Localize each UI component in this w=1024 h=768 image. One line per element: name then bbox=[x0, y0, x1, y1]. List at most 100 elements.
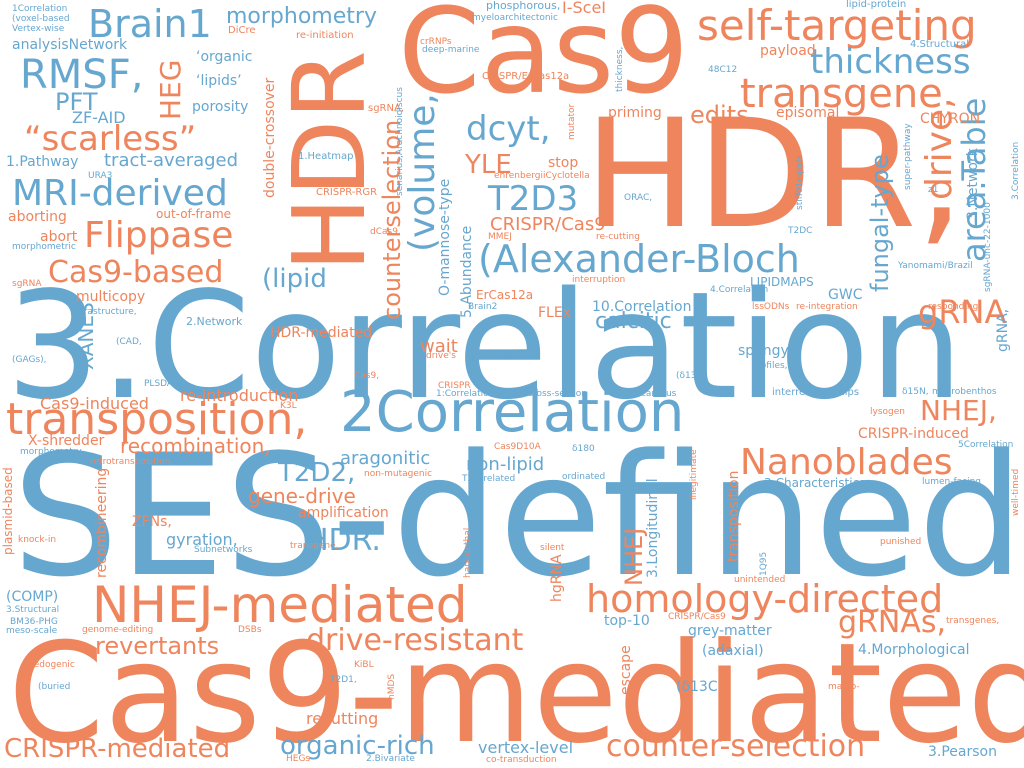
word-ehrenbergiicyclotella: ehrenbergiiCyclotella bbox=[494, 171, 590, 181]
word-4-structural: 4.Structural bbox=[910, 39, 970, 50]
word-crispr-cas9: CRISPR/Cas9 bbox=[490, 214, 606, 235]
word-non-mutagenic: non-mutagenic bbox=[364, 469, 433, 479]
word-1q95: 1Q95 bbox=[759, 551, 769, 576]
word-macrobenthos: macrobenthos bbox=[932, 387, 997, 397]
word-organic-quote: ‘organic bbox=[196, 49, 253, 65]
word-edits: edits bbox=[690, 101, 749, 129]
word-sgrna-comma: sgRNA, bbox=[368, 103, 405, 114]
word-revertants: revertants bbox=[95, 632, 220, 660]
word-flex: FLEx bbox=[538, 305, 571, 321]
word-1correlation: 1Correlation bbox=[12, 4, 68, 14]
word-t2d3: T2D3 bbox=[488, 179, 579, 219]
word-profiles: Profiles, bbox=[752, 361, 788, 371]
word-hegs: HEGs bbox=[286, 754, 311, 764]
word-morphometry-comma: morphometry, bbox=[20, 447, 85, 457]
word-scarless: “scarless” bbox=[24, 119, 197, 159]
word-grna: gRNA bbox=[918, 293, 1007, 331]
word-2-network: 2.Network bbox=[186, 315, 243, 328]
word-re-cutting: re-cutting bbox=[596, 232, 640, 242]
word-transposition: transposition, bbox=[6, 394, 308, 445]
word-priming: priming bbox=[608, 105, 662, 121]
word-mutator: mutator bbox=[567, 103, 577, 140]
word-t2d-related: T2D-related bbox=[462, 474, 516, 484]
word-out-of-frame: out-of-frame bbox=[156, 207, 232, 221]
word-vertex-wise: Vertex-wise bbox=[12, 24, 65, 34]
word-2correlation: 2Correlation bbox=[340, 380, 685, 445]
word-porosity: porosity bbox=[192, 99, 249, 115]
word-d13c-comma: (δ13C, bbox=[676, 371, 706, 381]
word-aragonitic: aragonitic bbox=[340, 448, 431, 469]
word-dcyt: dcyt, bbox=[466, 109, 551, 149]
word-aborting: aborting bbox=[8, 209, 67, 225]
word-nanoblades: Nanoblades bbox=[740, 442, 953, 483]
word-homology-directed: homology-directed bbox=[586, 577, 944, 621]
word-cas9d10a: Cas9D10A bbox=[494, 442, 541, 452]
word-crispr-rgr: CRISPR-RGR bbox=[316, 187, 378, 198]
word-interruption: interruption bbox=[572, 275, 626, 285]
word-analysisnetwork: analysisNetwork bbox=[12, 37, 128, 53]
word-buried: (buried bbox=[38, 682, 71, 692]
word-zfns: ZFNs, bbox=[132, 514, 172, 530]
word-hdr-period: HDR. bbox=[306, 523, 381, 558]
word-alexander-bloch: (Alexander-Bloch bbox=[478, 237, 800, 281]
word-fungal-type: fungal-type bbox=[866, 154, 894, 292]
word-4-morphological: 4.Morphological bbox=[858, 642, 970, 658]
word-gyration: gyration, bbox=[166, 530, 238, 549]
word-yanomami-brazil: Yanomami/Brazil bbox=[898, 261, 973, 271]
word-x-shredder: X-shredder bbox=[28, 433, 105, 449]
word-dsbs: DSBs bbox=[238, 625, 262, 635]
word-hgrna: hgRNA bbox=[549, 554, 565, 602]
word-co-transduction: co-transduction bbox=[486, 755, 557, 765]
word-flippase: Flippase bbox=[84, 215, 234, 256]
word-phosphorous: phosphorous, bbox=[486, 0, 561, 12]
word-haplolethal: haplolethal bbox=[463, 527, 473, 578]
word-nhej-mediated: NHEJ-mediated bbox=[92, 576, 468, 634]
word-chyron: CHYRON bbox=[920, 111, 981, 127]
word-transgene: transgene bbox=[740, 71, 943, 117]
word-well-timed: well-timed bbox=[1011, 468, 1021, 516]
word-lysogen: lysogen bbox=[870, 407, 905, 417]
word-rmsf: RMSF, bbox=[20, 52, 144, 98]
word-wait: wait bbox=[420, 336, 458, 357]
word-orac: ORAC, bbox=[624, 193, 653, 203]
word-transgenes: transgenes, bbox=[946, 616, 1000, 626]
word-ordinated: ordinated bbox=[562, 472, 606, 482]
word-recombination: recombination, bbox=[120, 434, 271, 458]
word-heg: HEG bbox=[154, 59, 187, 120]
word-organic-rich: organic-rich bbox=[280, 731, 435, 761]
word-crrnps: crRNPs bbox=[420, 37, 452, 47]
word-recombineering: recombineering bbox=[94, 467, 110, 578]
word-plsda: PLSDA bbox=[144, 379, 174, 389]
word-cross-section: cross-section bbox=[528, 389, 587, 399]
word-o-mannose-type: O-mannose-type bbox=[437, 178, 453, 296]
word-hdr-comma: HDR, bbox=[584, 88, 965, 262]
word-grey-matter: grey-matter bbox=[688, 623, 772, 639]
word-i-scei: I-SceI bbox=[562, 0, 607, 17]
word-non-lipid: non-lipid bbox=[466, 454, 545, 475]
word-re-introduction: re-introduction bbox=[180, 386, 299, 405]
word-pedogenic: pedogenic bbox=[28, 660, 75, 670]
word-drive-resistant: drive-resistant bbox=[306, 623, 524, 658]
word-d180: δ180 bbox=[572, 444, 595, 454]
word-pft: PFT bbox=[55, 88, 98, 116]
word-2-bivariate: 2.Bivariate bbox=[366, 754, 415, 764]
word-gene-drive: gene-drive bbox=[248, 484, 356, 508]
word-10-correlation: 10.Correlation bbox=[592, 299, 692, 315]
word-osteon: osteon bbox=[498, 352, 529, 362]
word-t2dc: T2DC bbox=[788, 226, 813, 236]
word-plasmid-based: plasmid-based bbox=[1, 467, 15, 555]
word-4-correlation: 4.Correlation bbox=[710, 285, 769, 295]
word-double-crossover: double-crossover bbox=[262, 77, 278, 198]
word-ercas12a: ErCas12a bbox=[476, 288, 534, 302]
word-adaxial: (adaxial) bbox=[702, 643, 764, 659]
word-abort: abort bbox=[40, 229, 78, 245]
word-ses-defined: SES-defined bbox=[12, 418, 1024, 614]
word-cas9: Cas9 bbox=[398, 0, 690, 120]
word-yle: YLE bbox=[465, 150, 512, 180]
word-3-longitudinal: 3.Longitudinal bbox=[645, 478, 661, 578]
word-hdr-mediated: HDR-mediated bbox=[270, 325, 373, 341]
word-episomal: episomal bbox=[776, 105, 840, 121]
word-counter-selection: counter-selection bbox=[606, 729, 866, 764]
word-genome-editing: genome-editing bbox=[82, 625, 154, 635]
